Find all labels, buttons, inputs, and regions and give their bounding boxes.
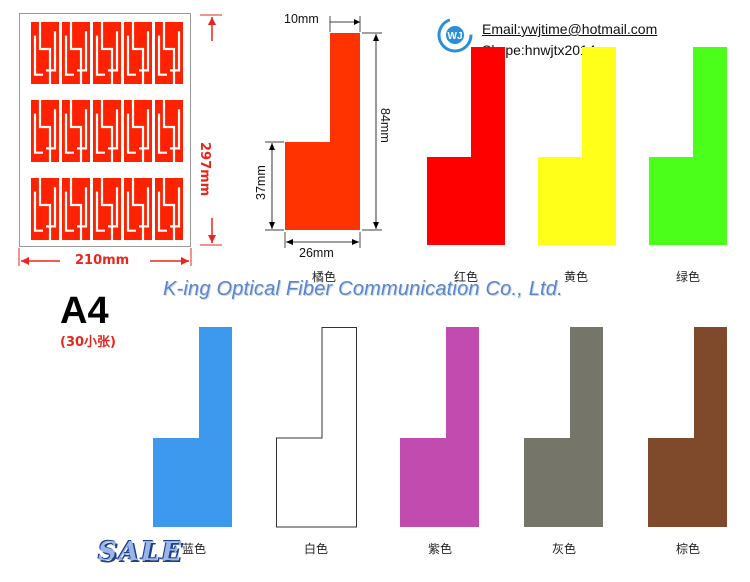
label-orange: 橘色 (311, 270, 336, 284)
sheet-label-pair (62, 100, 90, 162)
sheet-width-arrow (18, 248, 192, 266)
sale-badge: SALE (98, 537, 184, 567)
base-height-label: 37mm (254, 165, 268, 200)
sheet-label-pair (155, 178, 183, 240)
label-green: 绿色 (675, 270, 700, 284)
label-blue: 蓝色 (181, 542, 206, 556)
sheet-label-pair (124, 100, 152, 162)
total-height-label: 84mm (378, 108, 392, 143)
sheet-label-pair (62, 178, 90, 240)
sheet-height-label: 297mm (197, 142, 212, 197)
label-brown: 棕色 (675, 542, 700, 556)
company-watermark: K-ing Optical Fiber Communication Co., L… (163, 278, 563, 300)
blue-tag (153, 327, 232, 527)
label-white: 白色 (303, 542, 328, 556)
sheet-label-pair (31, 178, 59, 240)
a4-sheet (19, 13, 191, 247)
contact-skype: Skype:hnwjtx2014 (482, 42, 596, 58)
red-tag (427, 47, 505, 245)
sheet-label-pair (62, 22, 90, 84)
sheet-label-pair (31, 22, 59, 84)
sheet-width-label: 210mm (75, 253, 130, 268)
label-yellow: 黄色 (563, 270, 588, 284)
dimension-diagram (265, 16, 382, 248)
sheet-label-pair (124, 22, 152, 84)
sheet-label-pair (93, 100, 121, 162)
green-tag (649, 47, 727, 245)
gray-tag (524, 327, 603, 527)
sheet-label-pair (31, 100, 59, 162)
format-subtitle: (30小张) (60, 335, 116, 350)
yellow-tag (538, 47, 616, 245)
sheet-label-pair (93, 22, 121, 84)
sheet-label-grid (31, 22, 183, 240)
orange-label-shape (285, 33, 360, 230)
purple-tag (400, 327, 479, 527)
sheet-height-arrow (200, 14, 222, 246)
label-red: 红色 (453, 270, 478, 284)
sheet-label-pair (124, 178, 152, 240)
format-title: A4 (60, 290, 109, 332)
company-logo: WJ (437, 17, 473, 53)
sheet-label-pair (155, 100, 183, 162)
top-width-label: 10mm (284, 12, 319, 26)
contact-email[interactable]: Email:ywjtime@hotmail.com (482, 21, 658, 37)
brown-tag (648, 327, 727, 527)
label-gray: 灰色 (551, 542, 576, 556)
sheet-label-pair (155, 22, 183, 84)
label-purple: 紫色 (427, 542, 452, 556)
base-width-label: 26mm (299, 246, 334, 260)
sheet-label-pair (93, 178, 121, 240)
white-tag (276, 327, 357, 528)
logo-text: WJ (448, 31, 463, 42)
